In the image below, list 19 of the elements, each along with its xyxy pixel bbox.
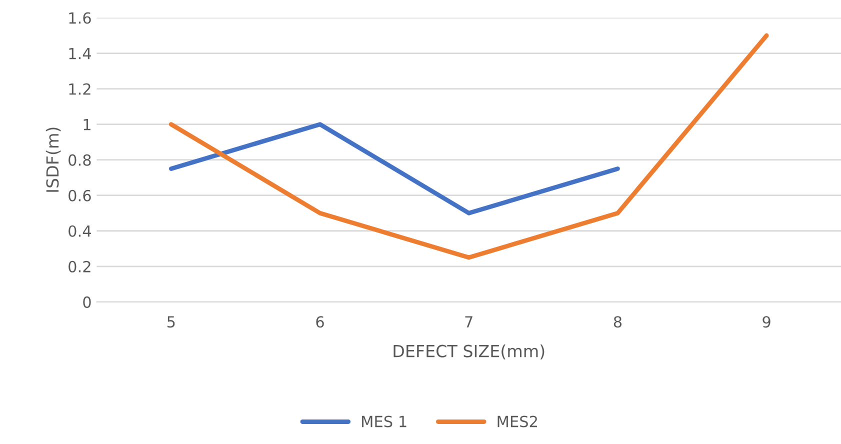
y-tick-label: 1.2 <box>69 83 90 95</box>
x-axis-title: DEFECT SIZE(mm) <box>394 344 544 360</box>
x-tick-label: 5 <box>167 316 175 328</box>
y-tick-label: 0.6 <box>68 190 91 202</box>
legend-label: MES 1 <box>362 416 406 428</box>
y-tick-label: 0 <box>83 296 91 308</box>
y-tick-label: 1.6 <box>69 12 91 24</box>
x-tick-label: 7 <box>465 316 472 328</box>
x-tick-label: 6 <box>316 316 324 328</box>
y-axis-title: ISDF(m) <box>46 128 61 192</box>
y-tick-label: 0.2 <box>68 260 90 272</box>
y-tick-label: 1 <box>84 118 90 130</box>
y-tick-label: 0.8 <box>68 154 91 166</box>
line-series <box>168 33 769 260</box>
x-tick-label: 9 <box>762 316 770 328</box>
x-tick-label: 8 <box>614 316 622 328</box>
legend-label: MES2 <box>498 416 537 428</box>
y-tick-label: 1.4 <box>69 48 91 60</box>
y-tick-label: 0.4 <box>68 225 91 237</box>
